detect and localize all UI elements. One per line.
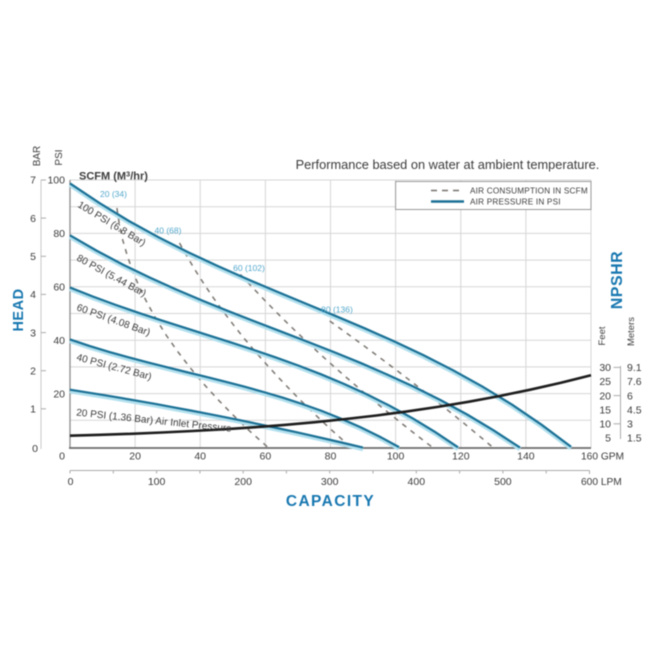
svg-text:60: 60 [260, 451, 272, 463]
svg-text:60: 60 [53, 282, 65, 294]
svg-text:5: 5 [605, 433, 611, 445]
svg-text:40 (68): 40 (68) [155, 226, 182, 236]
svg-text:140: 140 [517, 451, 535, 463]
svg-text:300: 300 [321, 476, 339, 488]
svg-text:40: 40 [53, 335, 65, 347]
svg-text:100: 100 [148, 476, 166, 488]
svg-text:4.5: 4.5 [627, 405, 642, 417]
svg-text:1.5: 1.5 [627, 433, 642, 445]
svg-text:CAPACITY: CAPACITY [286, 493, 375, 510]
svg-text:30: 30 [599, 362, 611, 374]
svg-text:10: 10 [599, 419, 611, 431]
svg-text:6: 6 [30, 213, 36, 225]
svg-text:BAR: BAR [32, 146, 43, 167]
svg-text:100: 100 [47, 175, 65, 187]
svg-text:NPSHR: NPSHR [609, 251, 626, 310]
svg-text:20: 20 [129, 451, 141, 463]
svg-text:SCFM (M3/hr): SCFM (M3/hr) [79, 170, 148, 183]
svg-text:120: 120 [452, 451, 470, 463]
svg-text:3: 3 [30, 327, 36, 339]
svg-text:400: 400 [408, 476, 426, 488]
svg-text:20 (34): 20 (34) [100, 189, 127, 199]
svg-text:PSI: PSI [54, 149, 65, 165]
svg-text:AIR CONSUMPTION IN SCFM: AIR CONSUMPTION IN SCFM [470, 186, 588, 195]
svg-text:7: 7 [30, 175, 36, 187]
svg-text:0: 0 [68, 476, 74, 488]
svg-text:500: 500 [494, 476, 512, 488]
svg-text:9.1: 9.1 [627, 362, 642, 374]
svg-text:20: 20 [53, 388, 65, 400]
svg-text:0: 0 [59, 451, 65, 463]
svg-text:600 LPM: 600 LPM [581, 477, 622, 488]
svg-text:20: 20 [599, 390, 611, 402]
svg-text:15: 15 [599, 405, 611, 417]
svg-text:200: 200 [234, 476, 252, 488]
svg-text:7.6: 7.6 [627, 376, 642, 388]
svg-text:AIR PRESSURE IN PSI: AIR PRESSURE IN PSI [470, 197, 561, 206]
svg-text:5: 5 [30, 251, 36, 263]
svg-text:4: 4 [30, 289, 36, 301]
svg-text:HEAD: HEAD [11, 288, 27, 331]
svg-text:100: 100 [387, 451, 405, 463]
svg-text:Feet: Feet [597, 326, 608, 345]
svg-text:3: 3 [627, 419, 633, 431]
svg-text:Performance based on water at: Performance based on water at ambient te… [296, 157, 600, 172]
svg-text:80: 80 [325, 451, 337, 463]
svg-text:Meters: Meters [626, 317, 637, 346]
svg-text:6: 6 [627, 390, 633, 402]
svg-text:40: 40 [194, 451, 206, 463]
svg-text:0: 0 [32, 443, 38, 455]
svg-text:80 (136): 80 (136) [321, 305, 353, 315]
svg-text:25: 25 [599, 376, 611, 388]
svg-text:160 GPM: 160 GPM [581, 452, 624, 463]
svg-text:60 (102): 60 (102) [233, 263, 265, 273]
svg-text:2: 2 [30, 365, 36, 377]
svg-text:80: 80 [53, 228, 65, 240]
svg-text:20 PSI (1.36 Bar) Air Inlet Pr: 20 PSI (1.36 Bar) Air Inlet Pressure [76, 408, 233, 435]
svg-text:1: 1 [30, 404, 36, 416]
